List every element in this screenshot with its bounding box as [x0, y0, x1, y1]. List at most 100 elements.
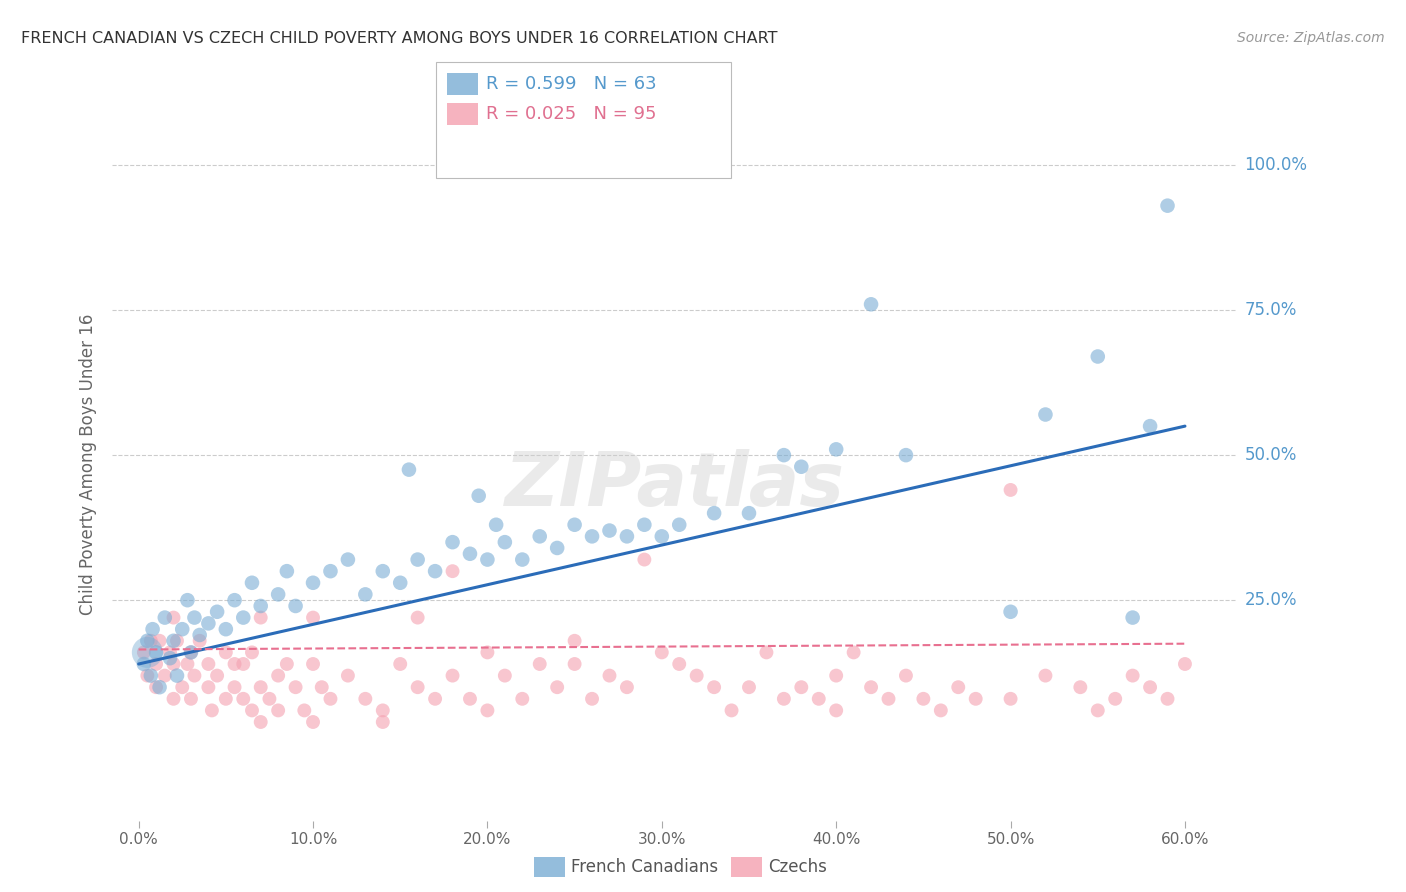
Point	[136, 645, 159, 659]
Point	[180, 645, 202, 659]
Point	[458, 547, 481, 561]
Point	[183, 610, 205, 624]
Point	[1139, 419, 1161, 434]
Point	[1035, 408, 1057, 422]
Point	[441, 535, 464, 549]
Point	[1156, 199, 1178, 213]
Point	[738, 680, 761, 694]
Point	[215, 622, 238, 636]
Point	[249, 680, 271, 694]
Point	[232, 691, 254, 706]
Point	[197, 657, 219, 671]
Point	[406, 610, 429, 624]
Point	[790, 680, 813, 694]
Point	[877, 691, 900, 706]
Point	[894, 668, 917, 682]
Point	[948, 680, 970, 694]
Point	[188, 633, 211, 648]
Point	[166, 633, 188, 648]
Point	[598, 524, 620, 538]
Point	[441, 668, 464, 682]
Point	[197, 616, 219, 631]
Text: 75.0%: 75.0%	[1244, 301, 1296, 319]
Point	[142, 622, 165, 636]
Point	[686, 668, 709, 682]
Point	[162, 691, 184, 706]
Point	[1122, 610, 1144, 624]
Point	[153, 668, 176, 682]
Point	[148, 680, 170, 694]
Point	[651, 529, 673, 543]
Point	[188, 628, 211, 642]
Point	[136, 633, 159, 648]
Point	[773, 691, 796, 706]
Point	[197, 680, 219, 694]
Point	[965, 691, 987, 706]
Point	[201, 703, 224, 717]
Point	[738, 506, 761, 520]
Point	[302, 657, 325, 671]
Point	[423, 564, 446, 578]
Point	[546, 541, 568, 555]
Point	[180, 691, 202, 706]
Point	[633, 552, 655, 566]
Point	[371, 703, 394, 717]
Point	[398, 463, 420, 477]
Text: R = 0.599   N = 63: R = 0.599 N = 63	[486, 75, 657, 94]
Point	[148, 633, 170, 648]
Point	[773, 448, 796, 462]
Point	[720, 703, 742, 717]
Point	[1156, 691, 1178, 706]
Point	[633, 517, 655, 532]
Point	[477, 645, 499, 659]
Point	[755, 645, 778, 659]
Point	[894, 448, 917, 462]
Point	[215, 691, 238, 706]
Point	[267, 587, 290, 601]
Point	[284, 599, 307, 613]
Point	[494, 668, 516, 682]
Point	[389, 657, 412, 671]
Point	[825, 703, 848, 717]
Point	[529, 657, 551, 671]
Point	[292, 703, 315, 717]
Point	[1000, 691, 1022, 706]
Point	[1035, 668, 1057, 682]
Point	[205, 668, 228, 682]
Point	[249, 714, 271, 729]
Point	[145, 657, 167, 671]
Point	[159, 651, 181, 665]
Text: 25.0%: 25.0%	[1244, 591, 1296, 609]
Point	[703, 506, 725, 520]
Point	[860, 680, 883, 694]
Point	[598, 668, 620, 682]
Point	[929, 703, 952, 717]
Point	[406, 552, 429, 566]
Point	[1174, 657, 1197, 671]
Point	[224, 680, 246, 694]
Point	[180, 645, 202, 659]
Point	[477, 552, 499, 566]
Point	[162, 657, 184, 671]
Point	[510, 691, 533, 706]
Point	[139, 633, 162, 648]
Point	[224, 657, 246, 671]
Point	[319, 691, 342, 706]
Point	[1104, 691, 1126, 706]
Point	[319, 564, 342, 578]
Point	[423, 691, 446, 706]
Point	[176, 593, 198, 607]
Text: 50.0%: 50.0%	[1244, 446, 1296, 464]
Point	[458, 691, 481, 706]
Text: Source: ZipAtlas.com: Source: ZipAtlas.com	[1237, 31, 1385, 45]
Point	[564, 633, 586, 648]
Point	[302, 575, 325, 590]
Point	[267, 703, 290, 717]
Point	[616, 680, 638, 694]
Point	[162, 633, 184, 648]
Point	[1000, 605, 1022, 619]
Text: FRENCH CANADIAN VS CZECH CHILD POVERTY AMONG BOYS UNDER 16 CORRELATION CHART: FRENCH CANADIAN VS CZECH CHILD POVERTY A…	[21, 31, 778, 46]
Text: R = 0.025   N = 95: R = 0.025 N = 95	[486, 104, 657, 123]
Point	[267, 668, 290, 682]
Point	[159, 645, 181, 659]
